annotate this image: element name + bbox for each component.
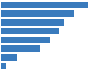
Bar <box>1 45 40 52</box>
Bar <box>1 2 88 8</box>
Bar <box>1 19 64 26</box>
Bar <box>1 28 59 34</box>
Bar <box>1 37 50 43</box>
Bar <box>1 54 17 60</box>
Bar <box>1 63 6 69</box>
Bar <box>1 11 74 17</box>
